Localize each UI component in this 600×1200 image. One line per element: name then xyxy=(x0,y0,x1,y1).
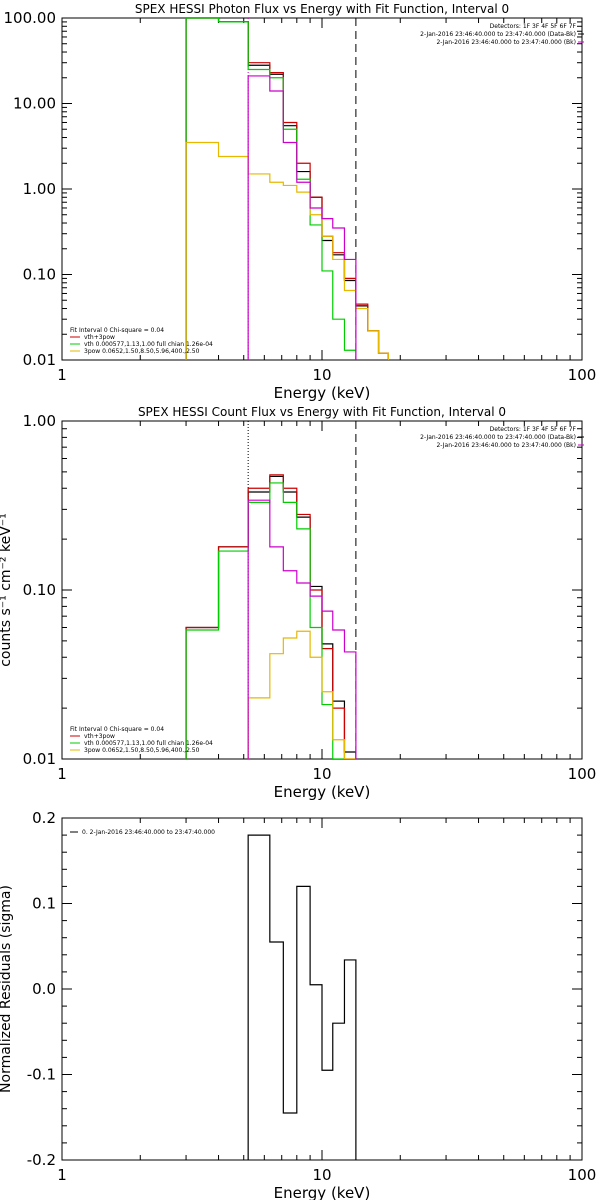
legend-label: 3pow 0.0652,1.50,8.50,5.96,400.,2.50 xyxy=(84,348,200,355)
legend-label: 3pow 0.0652,1.50,8.50,5.96,400.,2.50 xyxy=(84,747,200,754)
y-axis-label: counts s⁻¹ cm⁻² keV⁻¹ xyxy=(0,513,14,667)
x-tick-label: 10 xyxy=(312,1166,331,1184)
y-tick-label: 0.0 xyxy=(32,980,56,998)
data-layer xyxy=(247,834,357,1160)
y-tick-label: -0.1 xyxy=(27,1066,56,1084)
info-text: 2-Jan-2016 23:46:40.000 to 23:47:40.000 … xyxy=(420,434,576,441)
y-axis-label: Normalized Residuals (sigma) xyxy=(0,885,14,1093)
y-tick-label: 100.00 xyxy=(4,9,57,27)
y-tick-label: 10.00 xyxy=(13,95,56,113)
legend-label: vth 0.000577,1.13,1.00 full chian 1.26e-… xyxy=(84,740,213,747)
chart-title: SPEX HESSI Count Flux vs Energy with Fit… xyxy=(138,405,506,419)
x-tick-label: 1 xyxy=(57,765,67,783)
series-line xyxy=(185,474,356,759)
x-tick-label: 1 xyxy=(57,1166,67,1184)
series-line xyxy=(247,834,357,1160)
y-tick-label: 0.10 xyxy=(23,581,56,599)
x-tick-label: 10 xyxy=(312,765,331,783)
info-text: 2-Jan-2016 23:46:40.000 to 23:47:40.000 … xyxy=(436,442,576,449)
y-tick-label: 1.00 xyxy=(23,180,56,198)
info-text: 2-Jan-2016 23:46:40.000 to 23:47:40.000 … xyxy=(436,39,576,46)
legend-label: vth+3pow xyxy=(84,334,115,341)
legend-title: Fit Interval 0 Chi-square = 0.04 xyxy=(70,327,164,334)
info-text: 2-Jan-2016 23:46:40.000 to 23:47:40.000 … xyxy=(420,31,576,38)
series-line xyxy=(247,630,356,759)
info-text: Detectors: 1F 3F 4F 5F 6F 7F xyxy=(490,426,577,433)
legend-title: Fit Interval 0 Chi-square = 0.04 xyxy=(70,726,164,733)
y-tick-label: -0.2 xyxy=(27,1151,56,1169)
x-axis-label: Energy (keV) xyxy=(274,384,371,402)
data-layer xyxy=(185,18,389,360)
x-tick-label: 100 xyxy=(568,765,597,783)
legend-label: vth+3pow xyxy=(84,733,115,740)
x-tick-label: 100 xyxy=(568,366,597,384)
series-line xyxy=(185,482,345,759)
chart-panel-3: 1 10 100 -0.2 -0.1 0.0 0.1 0.2 Energy (keV) Norma… xyxy=(0,809,596,1200)
y-tick-label: 0.2 xyxy=(32,809,56,827)
x-axis-label: Energy (keV) xyxy=(274,1184,371,1200)
y-tick-label: 0.10 xyxy=(23,266,56,284)
chart-title: SPEX HESSI Photon Flux vs Energy with Fi… xyxy=(135,2,509,16)
info-text: Detectors: 1F 3F 4F 5F 6F 7F xyxy=(490,23,577,30)
legend-label: vth 0.000577,1.13,1.00 full chian 1.26e-… xyxy=(84,341,213,348)
legend-label: 0. 2-Jan-2016 23:46:40.000 to 23:47:40.0… xyxy=(82,829,215,836)
series-line xyxy=(247,499,357,759)
x-tick-label: 10 xyxy=(312,366,331,384)
x-tick-label: 1 xyxy=(57,366,67,384)
y-tick-label: 0.01 xyxy=(23,351,56,369)
data-layer xyxy=(185,421,357,759)
chart-panel-1: 1 10 100 0.01 0.10 1.00 10.00 100.00 SPEX HESSI … xyxy=(4,2,597,402)
y-tick-label: 1.00 xyxy=(23,412,56,430)
y-tick-label: 0.01 xyxy=(23,750,56,768)
chart-panel-2: 1 10 100 0.01 0.10 1.00 SPEX HESSI Count Flux … xyxy=(0,405,596,801)
x-tick-label: 100 xyxy=(568,1166,597,1184)
series-line xyxy=(247,75,357,360)
x-axis-label: Energy (keV) xyxy=(274,783,371,801)
y-tick-label: 0.1 xyxy=(32,895,56,913)
